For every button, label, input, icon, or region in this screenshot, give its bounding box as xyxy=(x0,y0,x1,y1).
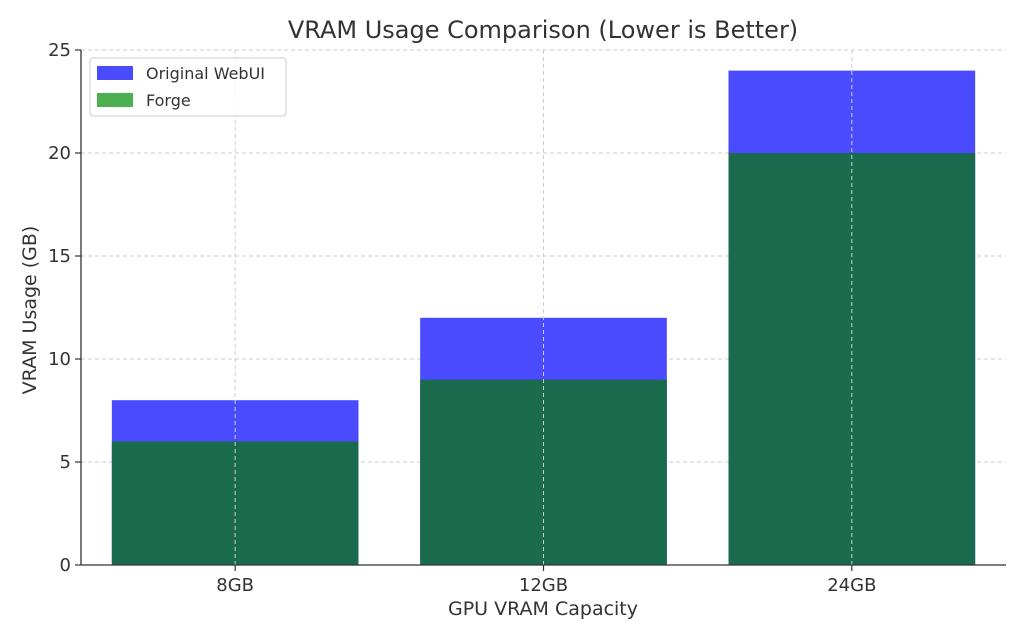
x-tick-label: 8GB xyxy=(216,575,254,596)
x-tick-label: 24GB xyxy=(827,575,876,596)
legend: Original WebUI Forge xyxy=(89,57,287,117)
x-axis-label: GPU VRAM Capacity xyxy=(448,598,638,620)
legend-label-original-webui: Original WebUI xyxy=(146,64,265,83)
chart-title: VRAM Usage Comparison (Lower is Better) xyxy=(288,16,798,44)
y-tick-label: 10 xyxy=(48,349,71,370)
legend-label-forge: Forge xyxy=(146,91,191,110)
bar-forge xyxy=(111,441,359,565)
bars-layer xyxy=(111,50,976,565)
y-tick-label: 25 xyxy=(48,40,71,61)
legend-swatch-forge xyxy=(97,93,133,107)
y-axis-label: VRAM Usage (GB) xyxy=(19,226,41,395)
y-tick-label: 5 xyxy=(60,452,71,473)
y-tick-label: 20 xyxy=(48,143,71,164)
ticks-layer: 0 5 10 15 20 25 8GB 12GB 24GB xyxy=(48,40,876,596)
y-tick-label: 15 xyxy=(48,246,71,267)
y-tick-label: 0 xyxy=(60,555,71,576)
x-tick-label: 12GB xyxy=(519,575,568,596)
legend-box xyxy=(89,57,287,117)
legend-swatch-original-webui xyxy=(97,66,133,80)
